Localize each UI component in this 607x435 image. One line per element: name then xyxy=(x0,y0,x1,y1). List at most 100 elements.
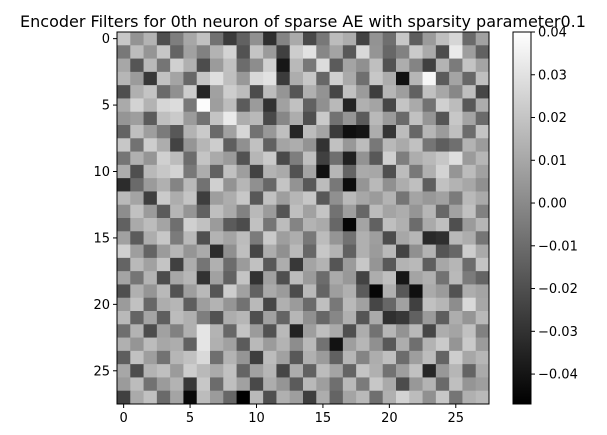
heatmap-cell xyxy=(130,271,144,285)
heatmap-cell xyxy=(130,231,144,245)
heatmap-cell xyxy=(329,191,344,206)
heatmap-cell xyxy=(156,138,171,152)
heatmap-cell xyxy=(435,244,450,259)
heatmap-cell xyxy=(342,350,357,365)
heatmap-cell xyxy=(462,231,477,245)
heatmap-cell xyxy=(422,231,437,245)
heatmap-cell xyxy=(462,45,477,59)
heatmap-cell xyxy=(409,164,423,179)
heatmap-cell xyxy=(356,311,370,325)
heatmap-cell xyxy=(130,284,144,299)
heatmap-cell xyxy=(263,45,277,59)
heatmap-cell xyxy=(369,204,384,219)
heatmap-cell xyxy=(263,244,277,259)
heatmap-cell xyxy=(303,390,317,405)
heatmap-cell xyxy=(223,364,237,378)
heatmap-cell xyxy=(422,350,437,365)
heatmap-cell xyxy=(435,71,450,86)
heatmap-cell xyxy=(462,218,477,232)
heatmap-cell xyxy=(156,85,171,99)
heatmap-cell xyxy=(422,337,437,352)
heatmap-cell xyxy=(170,138,184,152)
heatmap-cell xyxy=(289,125,304,139)
heatmap-cell xyxy=(263,350,277,365)
heatmap-cell xyxy=(462,257,477,272)
heatmap-cell xyxy=(409,98,423,113)
heatmap-cell xyxy=(449,390,463,405)
heatmap-cell xyxy=(276,231,291,245)
heatmap-cell xyxy=(316,257,330,272)
heatmap-cell xyxy=(329,284,344,299)
heatmap-cell xyxy=(289,364,304,378)
heatmap-cell xyxy=(170,204,184,219)
heatmap-cell xyxy=(369,377,384,392)
heatmap-cell xyxy=(143,311,158,325)
heatmap-cell xyxy=(196,32,211,46)
heatmap-cell xyxy=(289,151,304,166)
heatmap-cell xyxy=(196,164,211,179)
heatmap-cell xyxy=(342,364,357,378)
heatmap-cell xyxy=(223,390,237,405)
heatmap-cell xyxy=(369,257,384,272)
heatmap-cell xyxy=(223,58,237,73)
plot-frame xyxy=(116,31,490,405)
heatmap-cell xyxy=(409,284,423,299)
heatmap-cell xyxy=(210,271,224,285)
heatmap-cell xyxy=(303,311,317,325)
heatmap-cell xyxy=(303,257,317,272)
heatmap-cell xyxy=(223,337,237,352)
heatmap-cell xyxy=(289,191,304,206)
heatmap-cell xyxy=(409,297,423,312)
heatmap-cell xyxy=(210,125,224,139)
heatmap-cell xyxy=(449,284,463,299)
heatmap-cell xyxy=(170,98,184,113)
heatmap-cell xyxy=(183,218,198,232)
heatmap-cell xyxy=(329,377,344,392)
heatmap-cell xyxy=(329,45,344,59)
heatmap-cell xyxy=(342,58,357,73)
heatmap-cell xyxy=(170,71,184,86)
heatmap-cell xyxy=(435,45,450,59)
heatmap-cell xyxy=(183,125,198,139)
heatmap-cell xyxy=(183,337,198,352)
heatmap-cell xyxy=(369,164,384,179)
heatmap-cell xyxy=(409,111,423,126)
heatmap-cell xyxy=(449,85,463,99)
heatmap-cell xyxy=(316,350,330,365)
colorbar-tick-label: −0.01 xyxy=(538,239,578,254)
heatmap-cell xyxy=(289,297,304,312)
heatmap-cell xyxy=(316,98,330,113)
heatmap-cell xyxy=(130,45,144,59)
heatmap-cell xyxy=(382,337,397,352)
heatmap-cell xyxy=(170,164,184,179)
heatmap-cell xyxy=(396,311,410,325)
heatmap-cell xyxy=(342,138,357,152)
colorbar-axis: 0.04 0.03 0.02 0.01 0.00 −0.01 −0.02 −0.03 −0.04 xyxy=(531,26,578,383)
heatmap-cell xyxy=(435,311,450,325)
heatmap-cell xyxy=(143,178,158,192)
heatmap-cell xyxy=(196,297,211,312)
heatmap-cell xyxy=(303,138,317,152)
heatmap-cell xyxy=(223,297,237,312)
heatmap-cell xyxy=(117,45,131,59)
heatmap-cell xyxy=(316,297,330,312)
heatmap-cell xyxy=(462,271,477,285)
heatmap-cell xyxy=(130,257,144,272)
heatmap-cell xyxy=(462,324,477,338)
heatmap-cell xyxy=(382,204,397,219)
heatmap-cell xyxy=(143,377,158,392)
heatmap-cell xyxy=(236,151,251,166)
heatmap-cell xyxy=(289,71,304,86)
colorbar-tick-label: 0.04 xyxy=(538,26,567,41)
heatmap-cell xyxy=(117,337,131,352)
heatmap-cell xyxy=(117,151,131,166)
heatmap-cell xyxy=(396,138,410,152)
heatmap-cell xyxy=(342,151,357,166)
heatmap-cell xyxy=(396,337,410,352)
heatmap-cell xyxy=(356,244,370,259)
heatmap-cell xyxy=(170,271,184,285)
heatmap-cell xyxy=(316,218,330,232)
heatmap-cell xyxy=(156,71,171,86)
heatmap-cell xyxy=(422,191,437,206)
heatmap-cell xyxy=(396,85,410,99)
